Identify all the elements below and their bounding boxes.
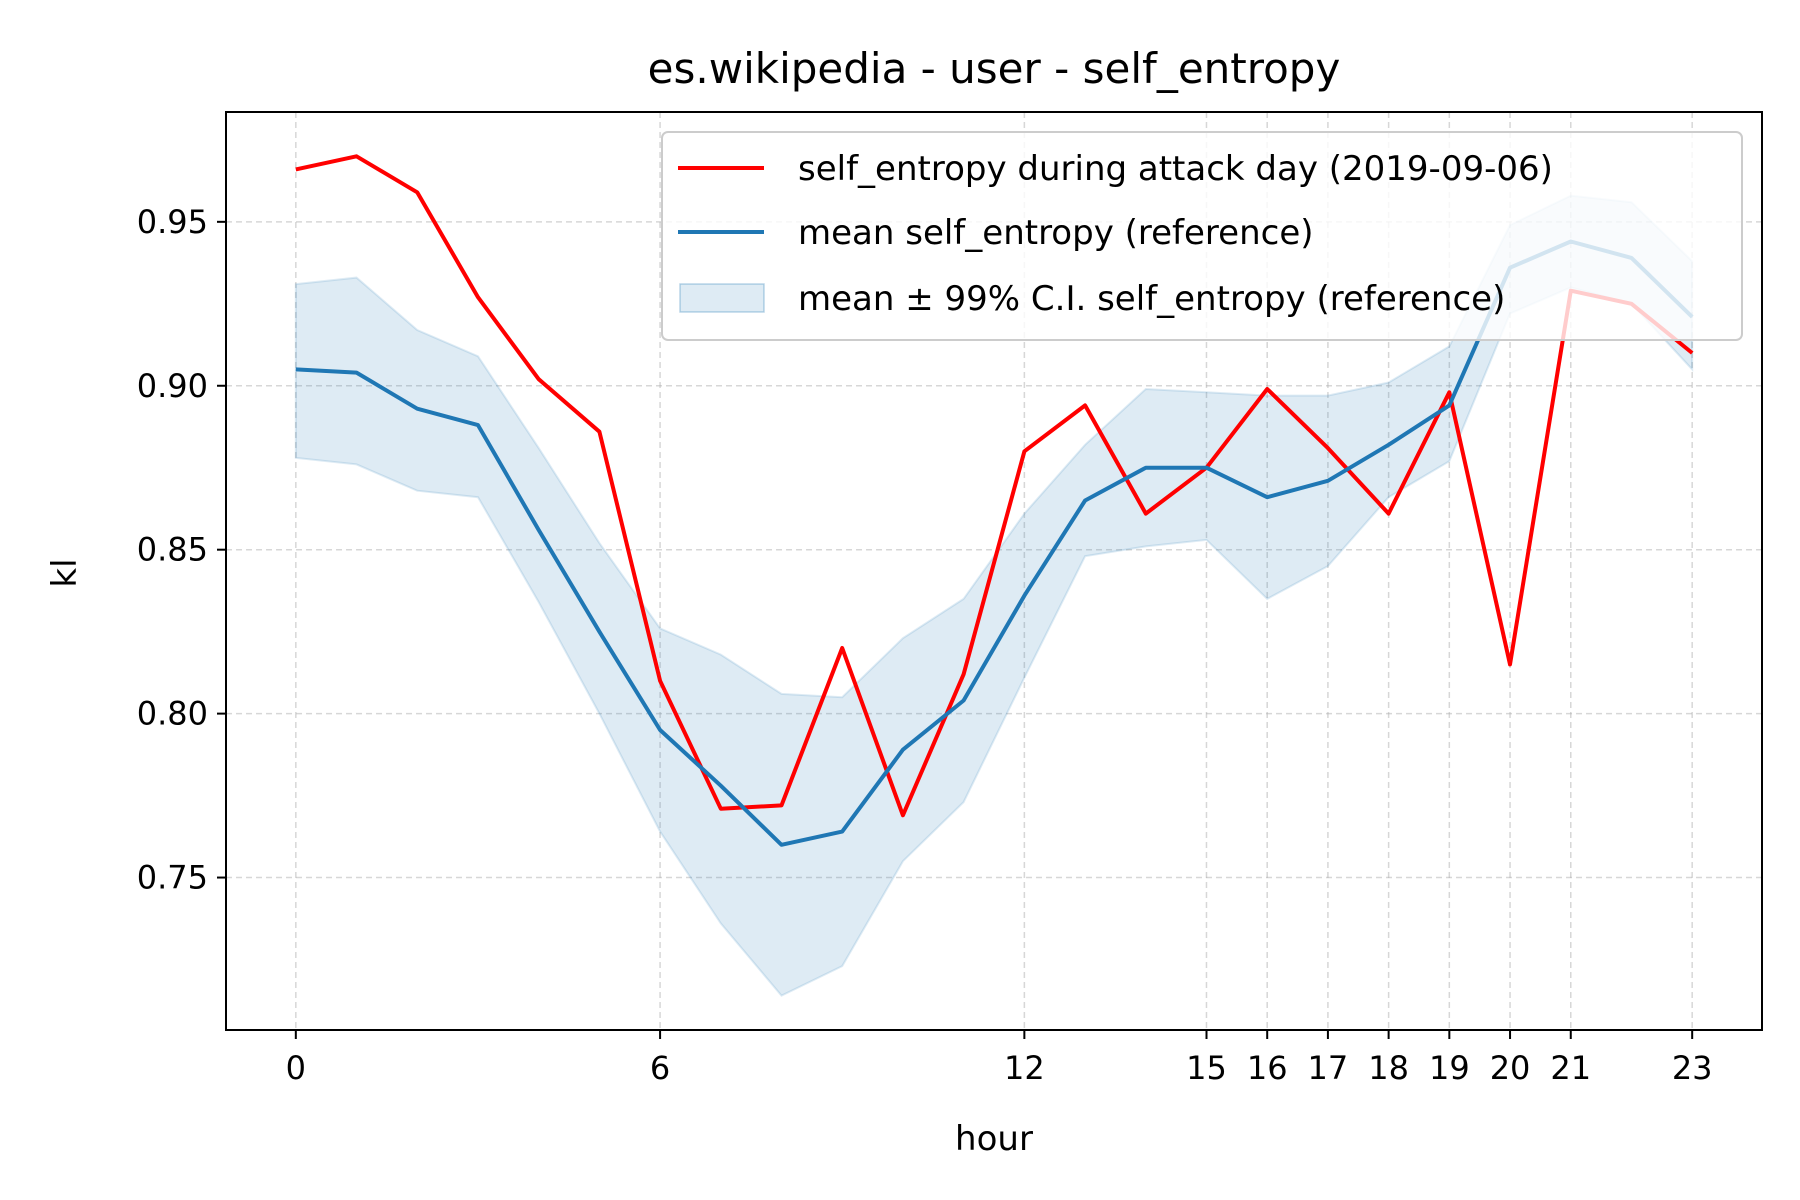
x-tick-label: 20 [1490,1049,1531,1087]
series-line-mean [295,239,1694,847]
x-tick-label: 0 [286,1049,306,1087]
x-tick-label: 15 [1186,1049,1227,1087]
y-axis-label: kl [45,558,85,587]
y-tick-label: 0.90 [137,367,208,405]
legend-entry-mean: mean self_entropy (reference) [798,213,1314,253]
plot-frame [225,111,1763,1031]
ci-band [294,194,1694,997]
x-tick-label: 12 [1004,1049,1045,1087]
x-tick-label: 21 [1550,1049,1591,1087]
x-axis-ticks: 0 6 12 15 16 17 18 19 20 21 23 [286,1030,1713,1087]
x-tick-label: 6 [650,1049,670,1087]
chart-title: es.wikipedia - user - self_entropy [648,44,1341,93]
y-tick-label: 0.85 [137,531,208,569]
x-tick-label: 17 [1308,1049,1349,1087]
x-tick-label: 23 [1672,1049,1713,1087]
series-lines [295,154,1694,847]
y-tick-label: 0.80 [137,695,208,733]
legend-box [661,131,1743,341]
x-tick-label: 19 [1429,1049,1470,1087]
x-tick-label: 18 [1368,1049,1409,1087]
y-axis-ticks: 0.75 0.80 0.85 0.90 0.95 [137,203,226,897]
legend-swatch-ci [679,283,765,313]
series-line-attack-day [295,154,1694,818]
legend-entry-attack: self_entropy during attack day (2019-09-… [798,149,1553,189]
x-axis-label: hour [955,1119,1033,1159]
legend: self_entropy during attack day (2019-09-… [661,131,1743,341]
legend-entry-ci: mean ± 99% C.I. self_entropy (reference) [798,279,1505,319]
y-tick-label: 0.95 [137,203,208,241]
x-tick-label: 16 [1247,1049,1288,1087]
y-tick-label: 0.75 [137,859,208,897]
